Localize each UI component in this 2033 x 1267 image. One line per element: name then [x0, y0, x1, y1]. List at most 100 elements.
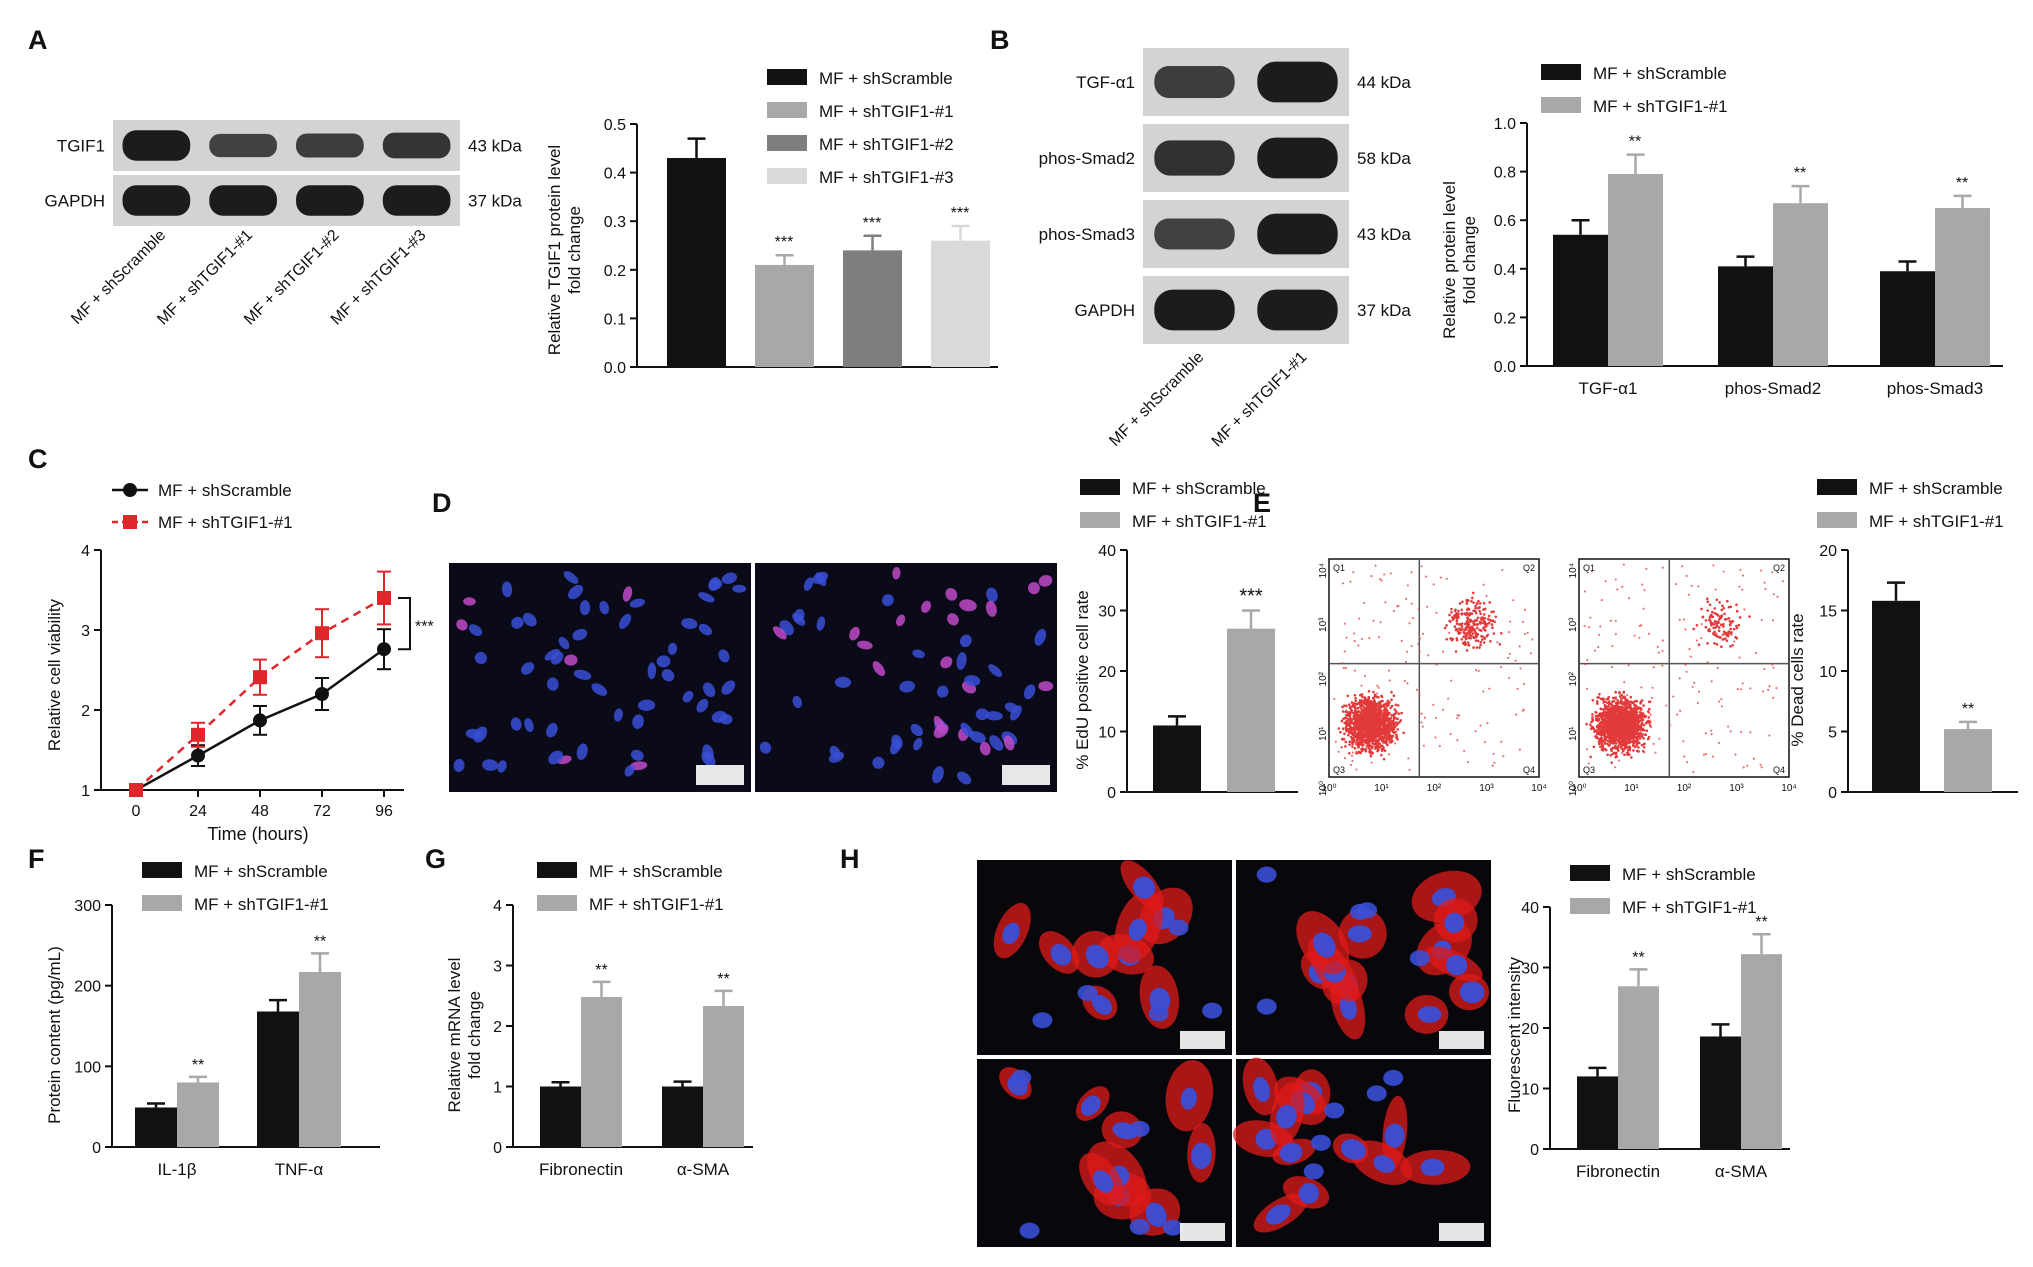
nucleus-dot [613, 708, 623, 722]
nucleus-dot [473, 726, 488, 743]
nucleus-dot [558, 636, 570, 650]
event-dot [1772, 666, 1775, 669]
event-dot [1633, 734, 1636, 737]
event-dot [1386, 713, 1390, 716]
event-dot [1633, 706, 1636, 710]
event-dot [1370, 726, 1374, 730]
event-dot [1595, 732, 1599, 736]
event-dot [1771, 571, 1774, 574]
event-dot [1645, 729, 1649, 733]
nucleus-dot [474, 651, 488, 665]
event-dot [1371, 719, 1375, 722]
event-dot [1740, 730, 1743, 734]
event-dot [1609, 721, 1612, 725]
event-dot [1684, 628, 1687, 631]
event-dot [1449, 620, 1452, 623]
event-dot [1720, 705, 1723, 708]
chart-F-y-tick-label: 200 [74, 979, 101, 996]
flow-x-tick-label: 10³ [1479, 783, 1494, 794]
event-dot [1665, 704, 1668, 707]
nucleus-dot [899, 680, 915, 693]
event-dot [1364, 734, 1367, 738]
event-dot [1625, 727, 1629, 731]
nucleus-dot [960, 722, 974, 737]
cell-nucleus [1080, 1095, 1101, 1116]
event-dot [1591, 713, 1594, 716]
event-dot [1595, 725, 1599, 729]
event-dot [1613, 708, 1617, 711]
event-dot [1499, 631, 1503, 635]
event-dot [1356, 736, 1359, 740]
event-dot [1605, 697, 1609, 701]
event-dot [1611, 718, 1614, 721]
nucleus-dot [667, 642, 678, 655]
chart-E-y-tick-label: 5 [1828, 725, 1837, 742]
event-dot [1603, 734, 1607, 738]
fluor-fibronectin-shTGIF1 [1236, 860, 1491, 1055]
event-dot [1722, 570, 1725, 573]
nucleus-dot [933, 715, 945, 732]
chart-F-y-tick-label: 300 [74, 898, 101, 915]
event-dot [1371, 711, 1375, 715]
chart-E-legend-swatch [1817, 479, 1857, 495]
event-dot [1607, 696, 1610, 699]
event-dot [1492, 752, 1495, 755]
nucleus-dot [812, 571, 829, 584]
nucleus-dot [1038, 574, 1053, 587]
chart-E-y-tick-label: 15 [1819, 604, 1837, 621]
chart-G-y-tick-label: 3 [493, 959, 502, 976]
event-dot [1353, 632, 1356, 635]
event-dot [1603, 722, 1607, 726]
event-dot [1640, 735, 1644, 738]
event-dot [1408, 622, 1411, 625]
event-dot [1485, 594, 1488, 598]
event-dot [1691, 685, 1694, 689]
event-dot [1500, 665, 1503, 669]
chart-D-y-tick-label: 10 [1098, 725, 1116, 742]
event-dot [1391, 734, 1395, 738]
event-dot [1521, 709, 1524, 712]
event-dot [1483, 740, 1486, 744]
event-dot [1696, 701, 1699, 705]
nucleus-dot [647, 662, 657, 680]
event-dot [1713, 607, 1717, 610]
event-dot [1345, 704, 1348, 708]
event-dot [1376, 692, 1379, 695]
event-dot [1482, 690, 1485, 693]
event-dot [1523, 608, 1527, 611]
event-dot [1643, 589, 1646, 592]
event-dot [1627, 700, 1631, 704]
event-dot [1621, 735, 1624, 739]
event-dot [1622, 690, 1626, 694]
flow-y-tick-label: 10¹ [1318, 726, 1329, 741]
event-dot [1383, 573, 1386, 576]
event-dot [1390, 714, 1394, 717]
event-dot [1711, 755, 1715, 758]
event-dot [1392, 719, 1395, 723]
event-dot [1349, 735, 1353, 739]
chart-A-y-tick-label: 0.1 [604, 311, 626, 328]
event-dot [1743, 608, 1746, 611]
event-dot [1475, 635, 1479, 638]
event-dot [1471, 596, 1474, 600]
event-dot [1449, 637, 1452, 640]
event-dot [1597, 714, 1601, 717]
event-dot [1614, 696, 1617, 700]
cell-nucleus [1324, 1102, 1345, 1119]
event-dot [1625, 730, 1629, 734]
nucleus-dot [546, 677, 559, 691]
event-dot [1742, 766, 1745, 769]
event-dot [1706, 597, 1709, 601]
chart-B-bar [1880, 271, 1935, 366]
nucleus-dot [986, 587, 998, 603]
event-dot [1346, 694, 1350, 698]
event-dot [1346, 713, 1349, 716]
event-dot [1606, 753, 1609, 757]
event-dot [1484, 625, 1487, 628]
event-dot [1706, 642, 1709, 645]
event-dot [1410, 645, 1413, 648]
nucleus-dot [550, 651, 564, 665]
event-dot [1588, 626, 1591, 629]
event-dot [1357, 742, 1361, 745]
cell-nucleus [1180, 1087, 1198, 1110]
